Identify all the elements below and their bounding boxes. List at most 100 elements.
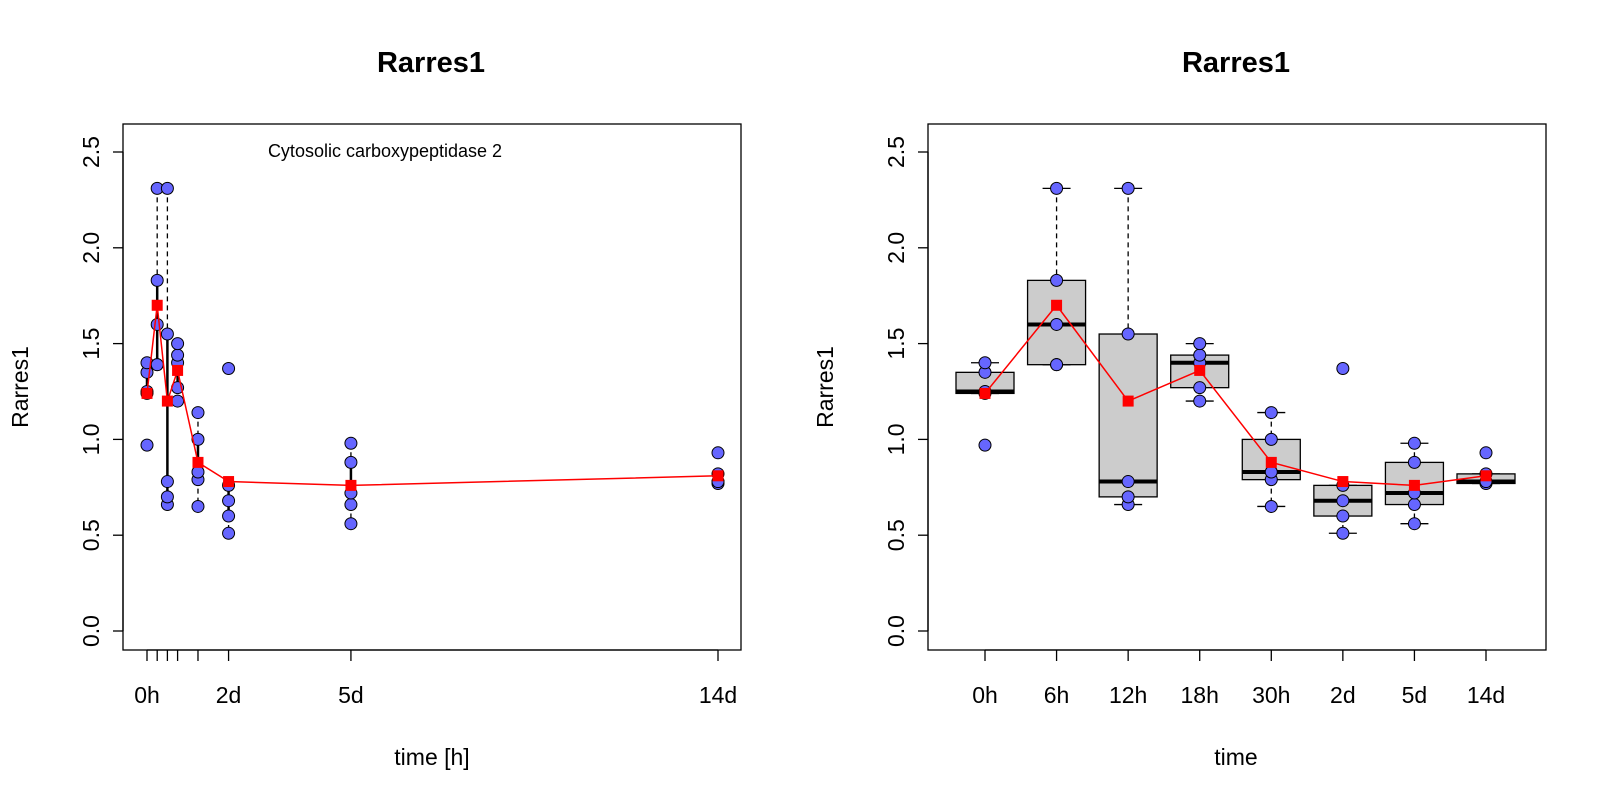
left-mean-marker	[151, 299, 163, 311]
right-chart-marks: 0.0 0.5 1.0 1.5 2.0 2.5 0h 6h 12h 18h 30h 2d 5d 14d	[883, 136, 1516, 708]
right-y-axis-label: Rarres1	[812, 346, 838, 428]
right-mean-marker	[1194, 364, 1206, 376]
right-x-tick-label: 0h	[972, 682, 998, 708]
left-mean-marker	[172, 364, 184, 376]
right-data-point	[1121, 490, 1135, 504]
right-data-point	[1050, 273, 1064, 287]
left-annotation: Cytosolic carboxypeptidase 2	[268, 141, 502, 161]
left-y-tick-label: 2.0	[78, 232, 104, 264]
right-data-point	[1193, 381, 1207, 395]
right-data-point	[1336, 494, 1350, 508]
left-data-point	[150, 317, 164, 331]
left-x-tick-label: 5d	[338, 682, 364, 708]
right-mean-marker	[1337, 476, 1349, 488]
left-data-point	[222, 494, 236, 508]
left-mean-marker	[192, 456, 204, 468]
right-y-tick-label: 0.0	[883, 615, 909, 647]
left-chart-marks: 0.0 0.5 1.0 1.5 2.0 2.5 0h 2d 5d 14d	[78, 136, 737, 708]
right-mean-marker	[1122, 395, 1134, 407]
left-data-point	[191, 432, 205, 446]
left-mean-marker	[223, 476, 235, 488]
left-data-point	[150, 358, 164, 372]
right-data-point	[1407, 517, 1421, 531]
right-mean-marker	[1265, 456, 1277, 468]
left-x-axis-label: time [h]	[394, 744, 469, 770]
right-data-point	[1264, 432, 1278, 446]
right-x-axis-label: time	[1214, 744, 1257, 770]
left-data-point	[711, 446, 725, 460]
left-data-point	[140, 438, 154, 452]
left-data-point	[222, 526, 236, 540]
left-data-point	[222, 362, 236, 376]
right-x-tick-label: 12h	[1109, 682, 1147, 708]
right-y-tick-label: 0.5	[883, 519, 909, 551]
right-data-point	[1193, 337, 1207, 351]
right-data-point	[1193, 394, 1207, 408]
right-data-point	[1264, 406, 1278, 420]
right-mean-marker	[1480, 470, 1492, 482]
right-mean-marker	[1051, 299, 1063, 311]
right-mean-marker	[1408, 479, 1420, 491]
left-data-point	[191, 499, 205, 513]
left-data-point	[344, 436, 358, 450]
left-y-axis-label: Rarres1	[7, 346, 33, 428]
right-data-point	[1050, 181, 1064, 195]
right-data-point	[1336, 526, 1350, 540]
right-data-point	[1050, 358, 1064, 372]
right-data-point	[1407, 436, 1421, 450]
right-x-tick-label: 14d	[1467, 682, 1505, 708]
right-data-point	[1121, 327, 1135, 341]
right-data-point	[1050, 317, 1064, 331]
left-y-tick-label: 0.5	[78, 519, 104, 551]
right-data-point	[1264, 499, 1278, 513]
left-x-tick-label: 0h	[134, 682, 160, 708]
left-mean-marker	[345, 479, 357, 491]
left-data-point	[171, 394, 185, 408]
left-data-point	[160, 181, 174, 195]
right-plot-frame	[927, 123, 1547, 651]
right-x-tick-label: 2d	[1330, 682, 1356, 708]
right-box	[1098, 333, 1158, 498]
right-y-tick-label: 1.5	[883, 328, 909, 360]
left-x-tick-label: 14d	[699, 682, 737, 708]
left-mean-marker	[141, 387, 153, 399]
right-mean-line	[984, 304, 1487, 487]
left-plot-frame	[122, 123, 742, 651]
left-data-point	[160, 475, 174, 489]
left-data-point	[344, 517, 358, 531]
left-data-point	[160, 490, 174, 504]
right-x-tick-label: 30h	[1252, 682, 1290, 708]
left-y-tick-label: 0.0	[78, 615, 104, 647]
left-mean-marker	[712, 470, 724, 482]
right-data-point	[1336, 362, 1350, 376]
right-x-tick-label: 18h	[1181, 682, 1219, 708]
right-y-tick-label: 2.5	[883, 136, 909, 168]
left-mean-marker	[161, 395, 173, 407]
left-mean-line	[146, 305, 719, 487]
left-data-point	[344, 455, 358, 469]
right-y-tick-label: 1.0	[883, 423, 909, 455]
left-data-point	[150, 273, 164, 287]
right-chart-title: Rarres1	[1182, 47, 1290, 79]
right-data-point	[1479, 446, 1493, 460]
left-data-point	[191, 406, 205, 420]
left-data-point	[160, 327, 174, 341]
right-data-point	[1193, 348, 1207, 362]
right-data-point	[1407, 455, 1421, 469]
right-y-tick-label: 2.0	[883, 232, 909, 264]
left-y-tick-label: 1.5	[78, 328, 104, 360]
right-data-point	[978, 438, 992, 452]
left-data-point	[222, 509, 236, 523]
left-data-point	[171, 348, 185, 362]
left-y-tick-label: 1.0	[78, 423, 104, 455]
right-data-point	[978, 356, 992, 370]
right-data-point	[1121, 181, 1135, 195]
right-data-point	[1336, 509, 1350, 523]
left-x-tick-label: 2d	[216, 682, 242, 708]
right-mean-marker	[979, 387, 991, 399]
left-data-point	[171, 337, 185, 351]
left-data-point	[344, 498, 358, 512]
right-x-tick-label: 5d	[1402, 682, 1428, 708]
left-chart-title: Rarres1	[377, 47, 485, 79]
